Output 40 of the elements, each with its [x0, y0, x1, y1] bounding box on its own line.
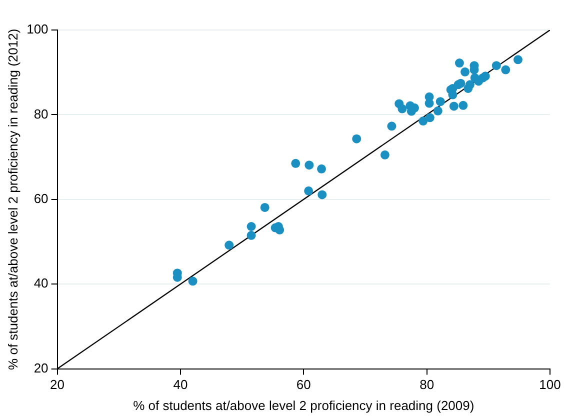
point: [454, 58, 464, 68]
point: [480, 72, 490, 81]
x-tick-label: 80: [420, 377, 434, 392]
point: [304, 160, 314, 170]
y-tick-label: 100: [26, 22, 48, 37]
point: [387, 122, 396, 131]
point: [398, 104, 407, 114]
point: [188, 276, 198, 286]
point: [304, 186, 314, 196]
point: [433, 106, 442, 116]
x-tick-label: 20: [50, 377, 65, 392]
point: [418, 116, 428, 126]
point: [317, 164, 326, 174]
point: [460, 67, 470, 76]
point: [492, 61, 501, 70]
y-axis-title: % of students at/above level 2 proficiency in reading (2012): [5, 28, 20, 370]
point: [449, 102, 458, 111]
point: [380, 150, 390, 160]
point: [425, 113, 434, 122]
x-tick-label: 100: [539, 377, 561, 392]
point: [318, 190, 327, 200]
y-tick-label: 40: [34, 276, 48, 291]
y-tick-label: 20: [34, 360, 48, 376]
point: [246, 230, 256, 240]
y-tick-label: 80: [34, 106, 48, 122]
point: [246, 222, 256, 232]
point: [465, 80, 474, 90]
point: [513, 55, 522, 64]
point: [224, 240, 234, 250]
point: [501, 65, 510, 74]
point: [352, 134, 362, 144]
point: [456, 78, 466, 88]
point: [436, 97, 445, 106]
y-tick-label: 60: [34, 190, 48, 206]
point: [260, 202, 270, 212]
x-tick-label: 60: [296, 377, 311, 392]
x-tick-label: 40: [173, 377, 188, 392]
point: [291, 158, 300, 168]
x-axis-title: % of students at/above level 2 proficiency in reading (2009): [133, 398, 474, 413]
point: [458, 100, 468, 110]
